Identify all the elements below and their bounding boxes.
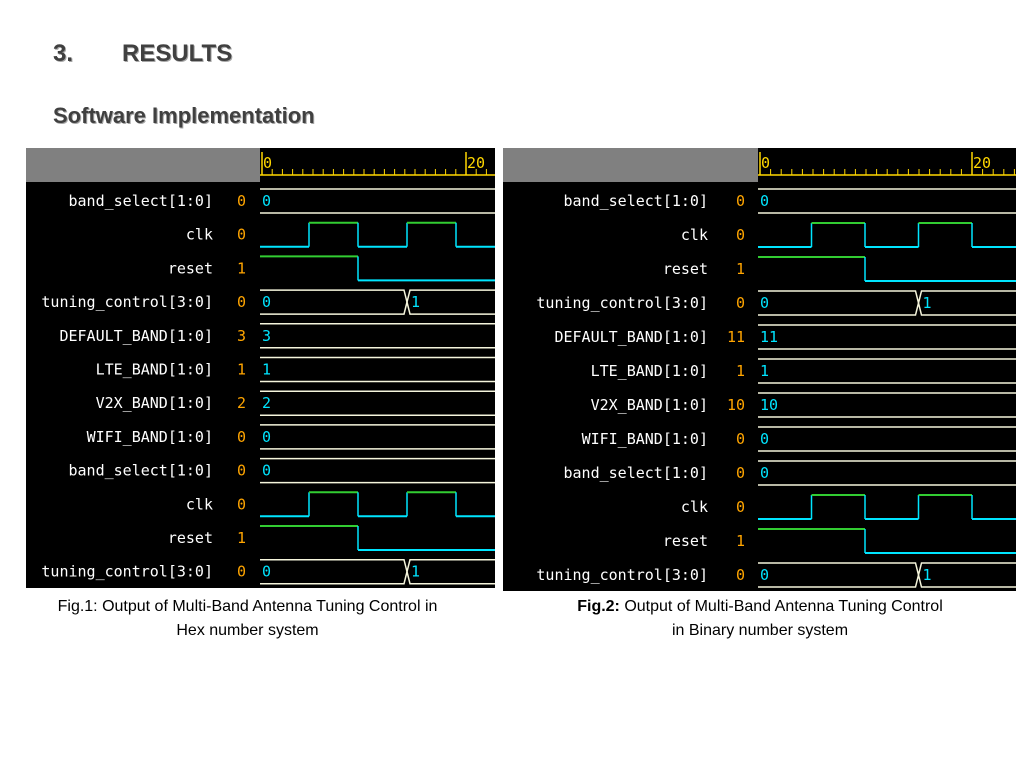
signal-value: 0: [237, 192, 246, 210]
bus-value-label: 0: [760, 294, 769, 312]
signal-value: 11: [727, 328, 745, 346]
bus-value-label: 11: [760, 328, 778, 346]
signal-name: tuning_control[3:0]: [41, 293, 213, 311]
bus-trace-segment: [406, 289, 495, 315]
signal-value: 0: [736, 566, 745, 584]
waveform-panel-binary: 0 20 band_select[1:0] 0 0 clk 0 reset 1 tuning_co…: [503, 148, 1016, 591]
timeline-ruler-bg: [758, 148, 1016, 182]
bus-value-label: 0: [262, 462, 271, 480]
bus-trace-segment: [406, 558, 495, 585]
ruler-label-end: 20: [973, 154, 991, 172]
bus-value-label: 0: [262, 428, 271, 446]
waveform-background: [26, 148, 495, 588]
caption-line2: in Binary number system: [671, 622, 849, 639]
section-title: RESULTS: [122, 40, 233, 67]
signal-value: 0: [736, 294, 745, 312]
timeline-ruler-bg: [260, 148, 495, 182]
figure-2-caption: Fig.2: Output of Multi-Band Antenna Tuni…: [520, 595, 1000, 643]
ruler-label-end: 20: [467, 154, 485, 172]
bus-value-label: 1: [923, 294, 932, 312]
bus-value-label: 1: [760, 362, 769, 380]
signal-value: 0: [237, 563, 246, 581]
signal-name: clk: [681, 498, 708, 516]
bus-value-label: 0: [760, 192, 769, 210]
signal-value: 1: [237, 529, 246, 547]
signal-value: 0: [237, 226, 246, 244]
bus-value-label: 10: [760, 396, 778, 414]
bus-trace-segment: [917, 290, 1016, 316]
signal-value: 1: [736, 260, 745, 278]
caption-bold: Fig.2:: [577, 598, 620, 615]
signal-name: WIFI_BAND[1:0]: [87, 428, 213, 446]
signal-value: 1: [237, 259, 246, 277]
ruler-label-start: 0: [761, 154, 770, 172]
signal-value: 0: [736, 464, 745, 482]
signal-value: 1: [736, 532, 745, 550]
signal-name: band_select[1:0]: [564, 464, 709, 482]
caption-text: Fig.1: Output of Multi-Band Antenna Tuni…: [57, 598, 438, 615]
signal-value: 0: [736, 498, 745, 516]
bus-value-label: 2: [262, 394, 271, 412]
signal-name: band_select[1:0]: [69, 192, 214, 210]
waveform-background: [503, 148, 1016, 591]
signal-name: clk: [186, 226, 213, 244]
signal-value: 3: [237, 327, 246, 345]
signal-name: tuning_control[3:0]: [41, 563, 213, 581]
signal-name: reset: [168, 529, 213, 547]
bus-value-label: 0: [760, 464, 769, 482]
signal-name: reset: [663, 260, 708, 278]
signal-value: 2: [237, 394, 246, 412]
signal-value: 1: [237, 361, 246, 379]
section-number: 3.: [53, 40, 74, 67]
bus-value-label: 1: [411, 563, 420, 581]
caption-text: Output of Multi-Band Antenna Tuning Cont…: [619, 598, 943, 615]
bus-value-label: 1: [411, 293, 420, 311]
signal-value: 0: [736, 430, 745, 448]
signal-name: V2X_BAND[1:0]: [591, 396, 708, 414]
signal-name: V2X_BAND[1:0]: [96, 394, 213, 412]
bus-value-label: 0: [262, 563, 271, 581]
bus-value-label: 3: [262, 327, 271, 345]
signal-name: DEFAULT_BAND[1:0]: [59, 327, 213, 345]
signal-value: 0: [736, 226, 745, 244]
signal-name: reset: [168, 259, 213, 277]
signal-name: tuning_control[3:0]: [536, 294, 708, 312]
bus-value-label: 1: [923, 566, 932, 584]
signal-value: 10: [727, 396, 745, 414]
signal-name: band_select[1:0]: [564, 192, 709, 210]
figure-1-caption: Fig.1: Output of Multi-Band Antenna Tuni…: [20, 595, 475, 643]
signal-name: LTE_BAND[1:0]: [96, 361, 213, 379]
bus-value-label: 1: [262, 361, 271, 379]
bus-trace-segment: [917, 562, 1016, 588]
section-subtitle: Software Implementation: [53, 103, 315, 128]
signal-name: DEFAULT_BAND[1:0]: [554, 328, 708, 346]
bus-value-label: 0: [760, 566, 769, 584]
signal-value: 0: [237, 495, 246, 513]
waveform-panel-hex: 0 20 band_select[1:0] 0 0 clk 0 reset 1 tuning_co…: [26, 148, 495, 588]
signal-value: 0: [736, 192, 745, 210]
signal-name: tuning_control[3:0]: [536, 566, 708, 584]
bus-value-label: 0: [760, 430, 769, 448]
ruler-label-start: 0: [263, 154, 272, 172]
signal-value: 1: [736, 362, 745, 380]
signal-value: 0: [237, 293, 246, 311]
bus-value-label: 0: [262, 293, 271, 311]
signal-name: reset: [663, 532, 708, 550]
signal-name: clk: [681, 226, 708, 244]
signal-name: clk: [186, 495, 213, 513]
signal-name: WIFI_BAND[1:0]: [582, 430, 708, 448]
signal-name: LTE_BAND[1:0]: [591, 362, 708, 380]
signal-name: band_select[1:0]: [69, 462, 214, 480]
bus-value-label: 0: [262, 192, 271, 210]
caption-line2: Hex number system: [176, 622, 319, 639]
signal-value: 0: [237, 462, 246, 480]
signal-value: 0: [237, 428, 246, 446]
